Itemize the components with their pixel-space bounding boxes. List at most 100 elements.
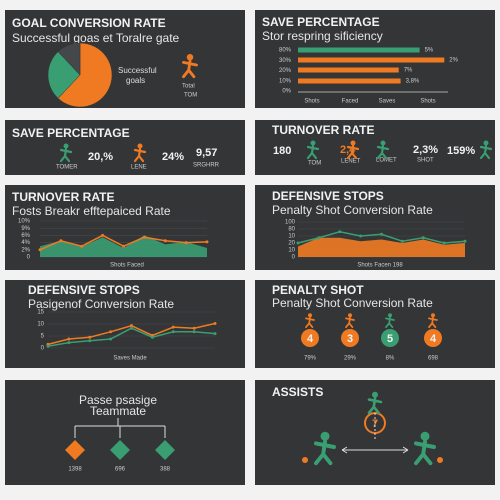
point — [88, 335, 92, 339]
y-label: 6% — [21, 233, 30, 239]
point — [192, 330, 196, 334]
point — [109, 337, 113, 341]
point — [163, 239, 167, 243]
player-icon — [372, 391, 378, 398]
panel-subtitle: Pasigenof Conversion Rate — [28, 297, 174, 311]
label: Successful — [118, 66, 157, 75]
point — [421, 236, 425, 240]
label: Total — [182, 84, 195, 90]
bar — [298, 47, 420, 53]
shot-circle — [301, 329, 319, 347]
shot-label: 29% — [344, 356, 357, 362]
player-icon — [385, 316, 395, 329]
stat-value: 180 — [273, 145, 291, 157]
player-icon — [350, 140, 356, 146]
pie-slice — [57, 42, 81, 76]
node-title: Passe psasige — [79, 393, 157, 407]
point — [101, 233, 105, 237]
player-icon — [367, 397, 383, 415]
panel-title: PENALTY SHOT — [272, 283, 364, 297]
point — [338, 230, 342, 234]
point — [400, 239, 404, 243]
tree-connector — [74, 418, 166, 438]
shot-label: 698 — [428, 356, 439, 362]
panel-title: DEFENSIVE STOPS — [28, 283, 140, 297]
y-label: 10 — [37, 322, 44, 328]
player-icon — [420, 431, 430, 441]
player-icon — [137, 143, 143, 149]
player-icon — [314, 439, 336, 466]
player-icon — [348, 313, 352, 318]
ball — [437, 457, 443, 463]
y-label: 20% — [279, 68, 292, 74]
y-label: 20 — [288, 241, 295, 247]
stat-value: 9,57 — [196, 147, 217, 159]
player-icon — [133, 147, 147, 163]
area — [298, 237, 465, 257]
stat-name: TOMER — [56, 165, 78, 171]
player-icon — [320, 431, 330, 441]
y-label: 9% — [21, 226, 30, 232]
point — [80, 244, 84, 248]
player-icon — [479, 144, 493, 160]
y-label: 80% — [279, 48, 292, 54]
panel-title: DEFENSIVE STOPS — [272, 189, 384, 203]
point — [150, 335, 154, 339]
y-label: 100 — [285, 220, 296, 226]
panel-subtitle: Penalty Shot Conversion Rate — [272, 296, 433, 310]
node-subtitle: Teammate — [90, 404, 146, 418]
y-label: 15 — [37, 310, 44, 316]
label: TOM — [184, 93, 197, 99]
player-icon — [483, 140, 489, 146]
point — [171, 325, 175, 329]
point — [88, 339, 92, 343]
point — [171, 330, 175, 334]
node-label: 696 — [115, 467, 126, 473]
player-icon — [308, 313, 312, 318]
y-label: 4% — [21, 240, 30, 246]
point — [59, 239, 63, 243]
y-label: 0% — [282, 89, 291, 95]
node-diamond — [155, 440, 175, 460]
point — [46, 344, 50, 348]
stat-name: LENET — [341, 159, 361, 165]
panel — [255, 280, 495, 368]
bar — [298, 67, 399, 73]
y-label: 0 — [41, 346, 45, 352]
pass-arrow — [341, 446, 409, 454]
bar-label: 2% — [449, 58, 458, 64]
point — [122, 244, 125, 248]
x-label: Shots — [420, 99, 435, 105]
y-label: 10% — [279, 78, 292, 84]
stat-value: 24% — [162, 151, 184, 163]
bar-label: 3,8% — [406, 79, 420, 85]
bar-label: 5% — [425, 48, 434, 54]
player-icon — [388, 313, 392, 318]
pie-slice — [47, 51, 81, 99]
shot-circle — [424, 329, 442, 347]
y-label: 80 — [288, 227, 295, 233]
node-diamond — [110, 440, 130, 460]
player-icon — [59, 147, 73, 163]
stat-value: 159% — [447, 145, 475, 157]
stat-value: 2,3% — [413, 144, 438, 156]
player-icon — [186, 53, 194, 61]
player-icon — [414, 439, 436, 466]
point — [184, 241, 188, 245]
panel-title: SAVE PERCENTAGE — [12, 126, 130, 140]
y-label: 10% — [18, 219, 31, 225]
node-label: 1398 — [68, 467, 82, 473]
point — [205, 240, 209, 244]
player-icon — [305, 316, 315, 329]
point — [296, 241, 300, 245]
panel-subtitle: Successful goas et Toralre gate — [12, 31, 180, 45]
point — [317, 236, 321, 240]
pie-slice — [57, 42, 113, 108]
player-icon — [346, 144, 360, 160]
panel-title: TURNOVER RATE — [272, 123, 374, 137]
stat-name: SRGHRR — [193, 163, 220, 169]
x-label: Saves Made — [113, 356, 147, 362]
point — [130, 324, 133, 328]
assist-number: 7 — [372, 418, 378, 430]
